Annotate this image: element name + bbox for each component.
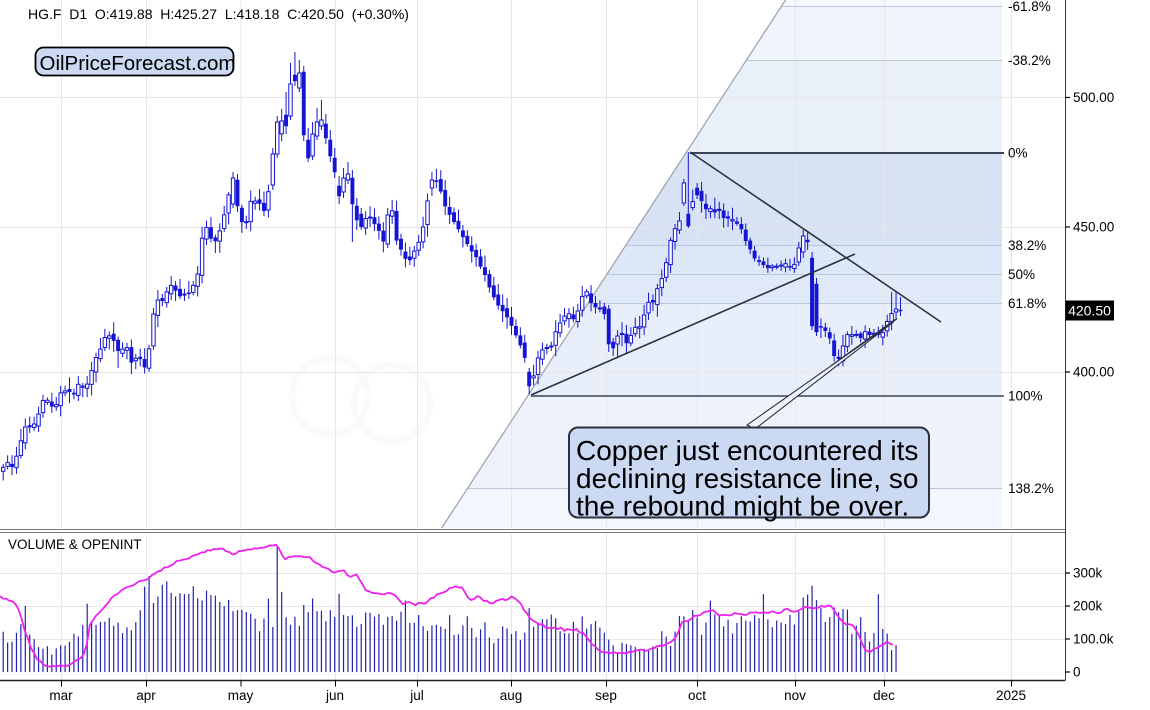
svg-text:jul: jul (409, 688, 424, 703)
svg-text:300k: 300k (1073, 566, 1103, 581)
svg-text:138.2%: 138.2% (1008, 481, 1054, 496)
svg-text:apr: apr (136, 688, 156, 703)
svg-text:OilPriceForecast.com: OilPriceForecast.com (40, 52, 236, 75)
svg-text:nov: nov (784, 688, 806, 703)
svg-text:mar: mar (49, 688, 73, 703)
svg-text:HG.F D1 O:419.88 H:425.27: HG.F D1 O:419.88 H:425.27 L:418.18 C:420… (28, 6, 409, 22)
svg-text:jun: jun (325, 688, 344, 703)
svg-text:Copper just encountered its: Copper just encountered its (576, 435, 918, 466)
svg-text:declining resistance line, so: declining resistance line, so (576, 463, 918, 494)
svg-text:-38.2%: -38.2% (1008, 53, 1051, 68)
svg-text:0%: 0% (1008, 146, 1028, 161)
svg-text:450.00: 450.00 (1073, 220, 1114, 235)
svg-text:38.2%: 38.2% (1008, 238, 1046, 253)
svg-text:420.50: 420.50 (1068, 303, 1111, 319)
svg-text:2025: 2025 (996, 688, 1026, 703)
svg-text:sep: sep (595, 688, 617, 703)
svg-text:50%: 50% (1008, 267, 1035, 282)
svg-text:200k: 200k (1073, 599, 1103, 614)
svg-text:may: may (228, 688, 254, 703)
svg-text:aug: aug (500, 688, 523, 703)
svg-text:dec: dec (873, 688, 895, 703)
svg-text:100.0k: 100.0k (1073, 632, 1114, 647)
svg-text:0: 0 (1073, 665, 1081, 680)
svg-text:400.00: 400.00 (1073, 365, 1114, 380)
svg-text:100%: 100% (1008, 389, 1043, 404)
svg-text:oct: oct (688, 688, 706, 703)
svg-text:61.8%: 61.8% (1008, 296, 1046, 311)
svg-text:500.00: 500.00 (1073, 90, 1114, 105)
svg-text:VOLUME & OPENINT: VOLUME & OPENINT (8, 537, 142, 552)
svg-text:the rebound might be over.: the rebound might be over. (576, 491, 909, 522)
svg-text:-61.8%: -61.8% (1008, 0, 1051, 14)
